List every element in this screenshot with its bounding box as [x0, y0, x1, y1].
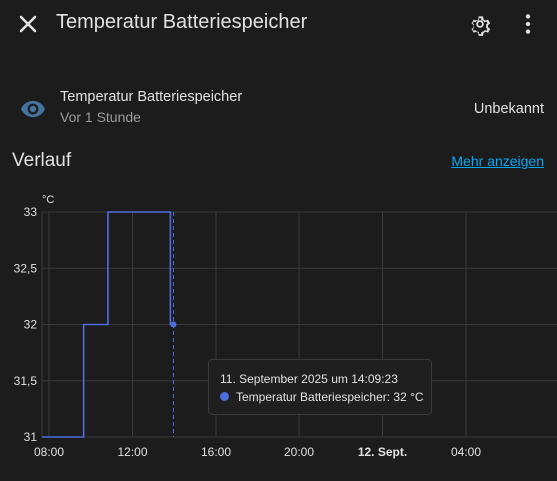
- data-point: [170, 321, 177, 328]
- y-tick-label: 31,5: [14, 374, 38, 388]
- y-tick-label: 33: [24, 205, 38, 219]
- x-tick-label: 20:00: [284, 445, 314, 459]
- history-title: Verlauf: [12, 150, 72, 171]
- history-chart[interactable]: 31 31,5 32 32,5 33 °C 08:00 12:00 16:00 20:00 12. …: [0, 185, 557, 475]
- eye-icon: [21, 100, 45, 118]
- close-icon[interactable]: [14, 10, 42, 38]
- more-vertical-icon[interactable]: [515, 11, 541, 37]
- entity-row[interactable]: Temperatur Batteriespeicher Vor 1 Stunde…: [0, 84, 557, 132]
- entity-last-changed: Vor 1 Stunde: [60, 109, 141, 125]
- y-tick-label: 32,5: [14, 261, 38, 275]
- dialog-title: Temperatur Batteriespeicher: [56, 11, 308, 33]
- dialog-header: Temperatur Batteriespeicher: [0, 0, 557, 48]
- series-line: [42, 211, 174, 438]
- x-tick-label: 04:00: [451, 445, 481, 459]
- gear-icon[interactable]: [467, 11, 493, 37]
- entity-name: Temperatur Batteriespeicher: [60, 89, 243, 105]
- y-unit-label: °C: [42, 194, 54, 206]
- x-tick-label: 16:00: [201, 445, 231, 459]
- chart-tooltip: 11. September 2025 um 14:09:23 Temperatu…: [208, 359, 432, 415]
- x-tick-label: 12. Sept.: [358, 445, 407, 459]
- entity-state: Unbekannt: [473, 101, 544, 117]
- tooltip-time: 11. September 2025 um 14:09:23: [220, 372, 398, 386]
- y-tick-label: 31: [24, 430, 38, 444]
- x-tick-label: 12:00: [117, 445, 147, 459]
- tooltip-value: Temperatur Batteriespeicher: 32 °C: [236, 390, 424, 404]
- x-tick-label: 08:00: [34, 445, 64, 459]
- show-more-link[interactable]: Mehr anzeigen: [451, 153, 544, 169]
- tooltip-series-dot: [220, 392, 229, 401]
- y-tick-label: 32: [24, 318, 38, 332]
